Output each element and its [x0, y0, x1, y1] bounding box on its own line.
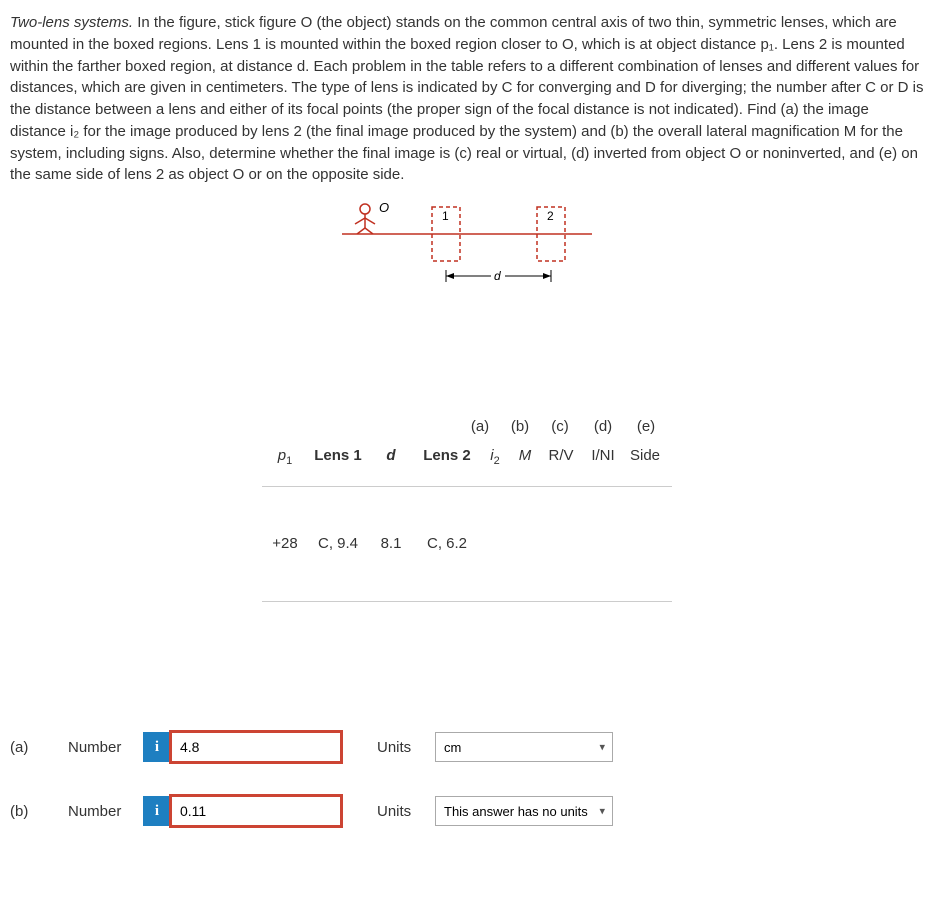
data-table: (a) (b) (c) (d) (e) p1 Lens 1 d Lens 2 i…: [262, 418, 672, 602]
hdr-lens2: Lens 2: [423, 447, 471, 464]
hdr-lens1: Lens 1: [314, 447, 362, 464]
part-label-a: (a): [10, 739, 68, 756]
part-label-b: (b): [10, 803, 68, 820]
cell-lens1: C, 9.4: [308, 535, 368, 552]
units-select-b[interactable]: This answer has no units: [435, 796, 613, 826]
col-d: (d): [580, 418, 626, 435]
fig-o-label: O: [379, 200, 389, 215]
hdr-rv: R/V: [540, 447, 582, 467]
figure: O 1 2 d: [10, 194, 924, 298]
hdr-d: d: [386, 447, 395, 464]
info-button-b[interactable]: i: [143, 796, 171, 826]
fig-d-label: d: [494, 269, 501, 283]
col-a: (a): [460, 418, 500, 435]
units-label-a: Units: [377, 739, 435, 756]
units-select-a[interactable]: cm: [435, 732, 613, 762]
answer-row-a: (a) Number i Units cm ▾: [10, 732, 924, 762]
number-label-a: Number: [68, 739, 143, 756]
fig-box2-label: 2: [547, 209, 554, 223]
hdr-m: M: [519, 447, 532, 464]
col-b: (b): [500, 418, 540, 435]
number-input-b[interactable]: [171, 796, 341, 826]
col-e: (e): [626, 418, 666, 435]
info-button-a[interactable]: i: [143, 732, 171, 762]
fig-box1-label: 1: [442, 209, 449, 223]
problem-text: Two-lens systems. In the figure, stick f…: [10, 12, 924, 186]
hdr-ini: I/NI: [582, 447, 624, 467]
table-col-header: p1 Lens 1 d Lens 2 i2 M R/V I/NI Side: [262, 447, 672, 467]
cell-p1: +28: [262, 535, 308, 552]
cell-d: 8.1: [368, 535, 414, 552]
table-row: +28 C, 9.4 8.1 C, 6.2: [262, 535, 672, 552]
answer-row-b: (b) Number i Units This answer has no un…: [10, 796, 924, 826]
number-input-a[interactable]: [171, 732, 341, 762]
hdr-side: Side: [624, 447, 666, 467]
number-label-b: Number: [68, 803, 143, 820]
lead-in: Two-lens systems.: [10, 14, 133, 31]
hdr-p1: p: [278, 447, 286, 464]
units-label-b: Units: [377, 803, 435, 820]
table-group-header: (a) (b) (c) (d) (e): [262, 418, 672, 435]
col-c: (c): [540, 418, 580, 435]
cell-lens2: C, 6.2: [414, 535, 480, 552]
body-text: In the figure, stick figure O (the objec…: [10, 14, 924, 183]
